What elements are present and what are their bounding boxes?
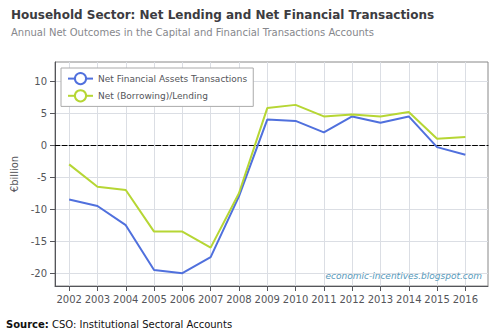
svg-text:2015: 2015	[424, 294, 449, 305]
svg-text:CSO: Institutional Sectoral Ac: CSO: Institutional Sectoral Accounts	[52, 319, 232, 330]
svg-text:2013: 2013	[368, 294, 393, 305]
svg-text:2011: 2011	[311, 294, 336, 305]
svg-text:€billion: €billion	[9, 156, 20, 192]
svg-text:2004: 2004	[113, 294, 138, 305]
svg-text:Net (Borrowing)/Lending: Net (Borrowing)/Lending	[98, 91, 208, 101]
svg-text:Net Financial Assets Transacti: Net Financial Assets Transactions	[98, 74, 248, 84]
svg-text:economic-incentives.blogspot.c: economic-incentives.blogspot.com	[326, 271, 483, 281]
svg-text:5: 5	[41, 108, 47, 119]
svg-text:Household Sector: Net Lending: Household Sector: Net Lending and Net Fi…	[11, 8, 434, 22]
svg-text:2014: 2014	[396, 294, 421, 305]
svg-text:2008: 2008	[226, 294, 251, 305]
svg-text:2016: 2016	[453, 294, 478, 305]
svg-text:2005: 2005	[141, 294, 166, 305]
svg-text:2012: 2012	[339, 294, 364, 305]
svg-text:2010: 2010	[283, 294, 308, 305]
svg-text:-10: -10	[31, 204, 47, 215]
svg-text:2006: 2006	[170, 294, 195, 305]
svg-text:Source:: Source:	[6, 319, 49, 330]
svg-text:-20: -20	[31, 268, 47, 279]
svg-text:10: 10	[34, 76, 47, 87]
svg-text:2007: 2007	[198, 294, 223, 305]
svg-text:2009: 2009	[255, 294, 280, 305]
svg-text:2003: 2003	[85, 294, 110, 305]
svg-text:Annual Net Outcomes in the Cap: Annual Net Outcomes in the Capital and F…	[11, 27, 374, 38]
svg-text:0: 0	[41, 140, 47, 151]
svg-text:-5: -5	[37, 172, 47, 183]
svg-text:2002: 2002	[56, 294, 81, 305]
svg-text:-15: -15	[31, 236, 47, 247]
